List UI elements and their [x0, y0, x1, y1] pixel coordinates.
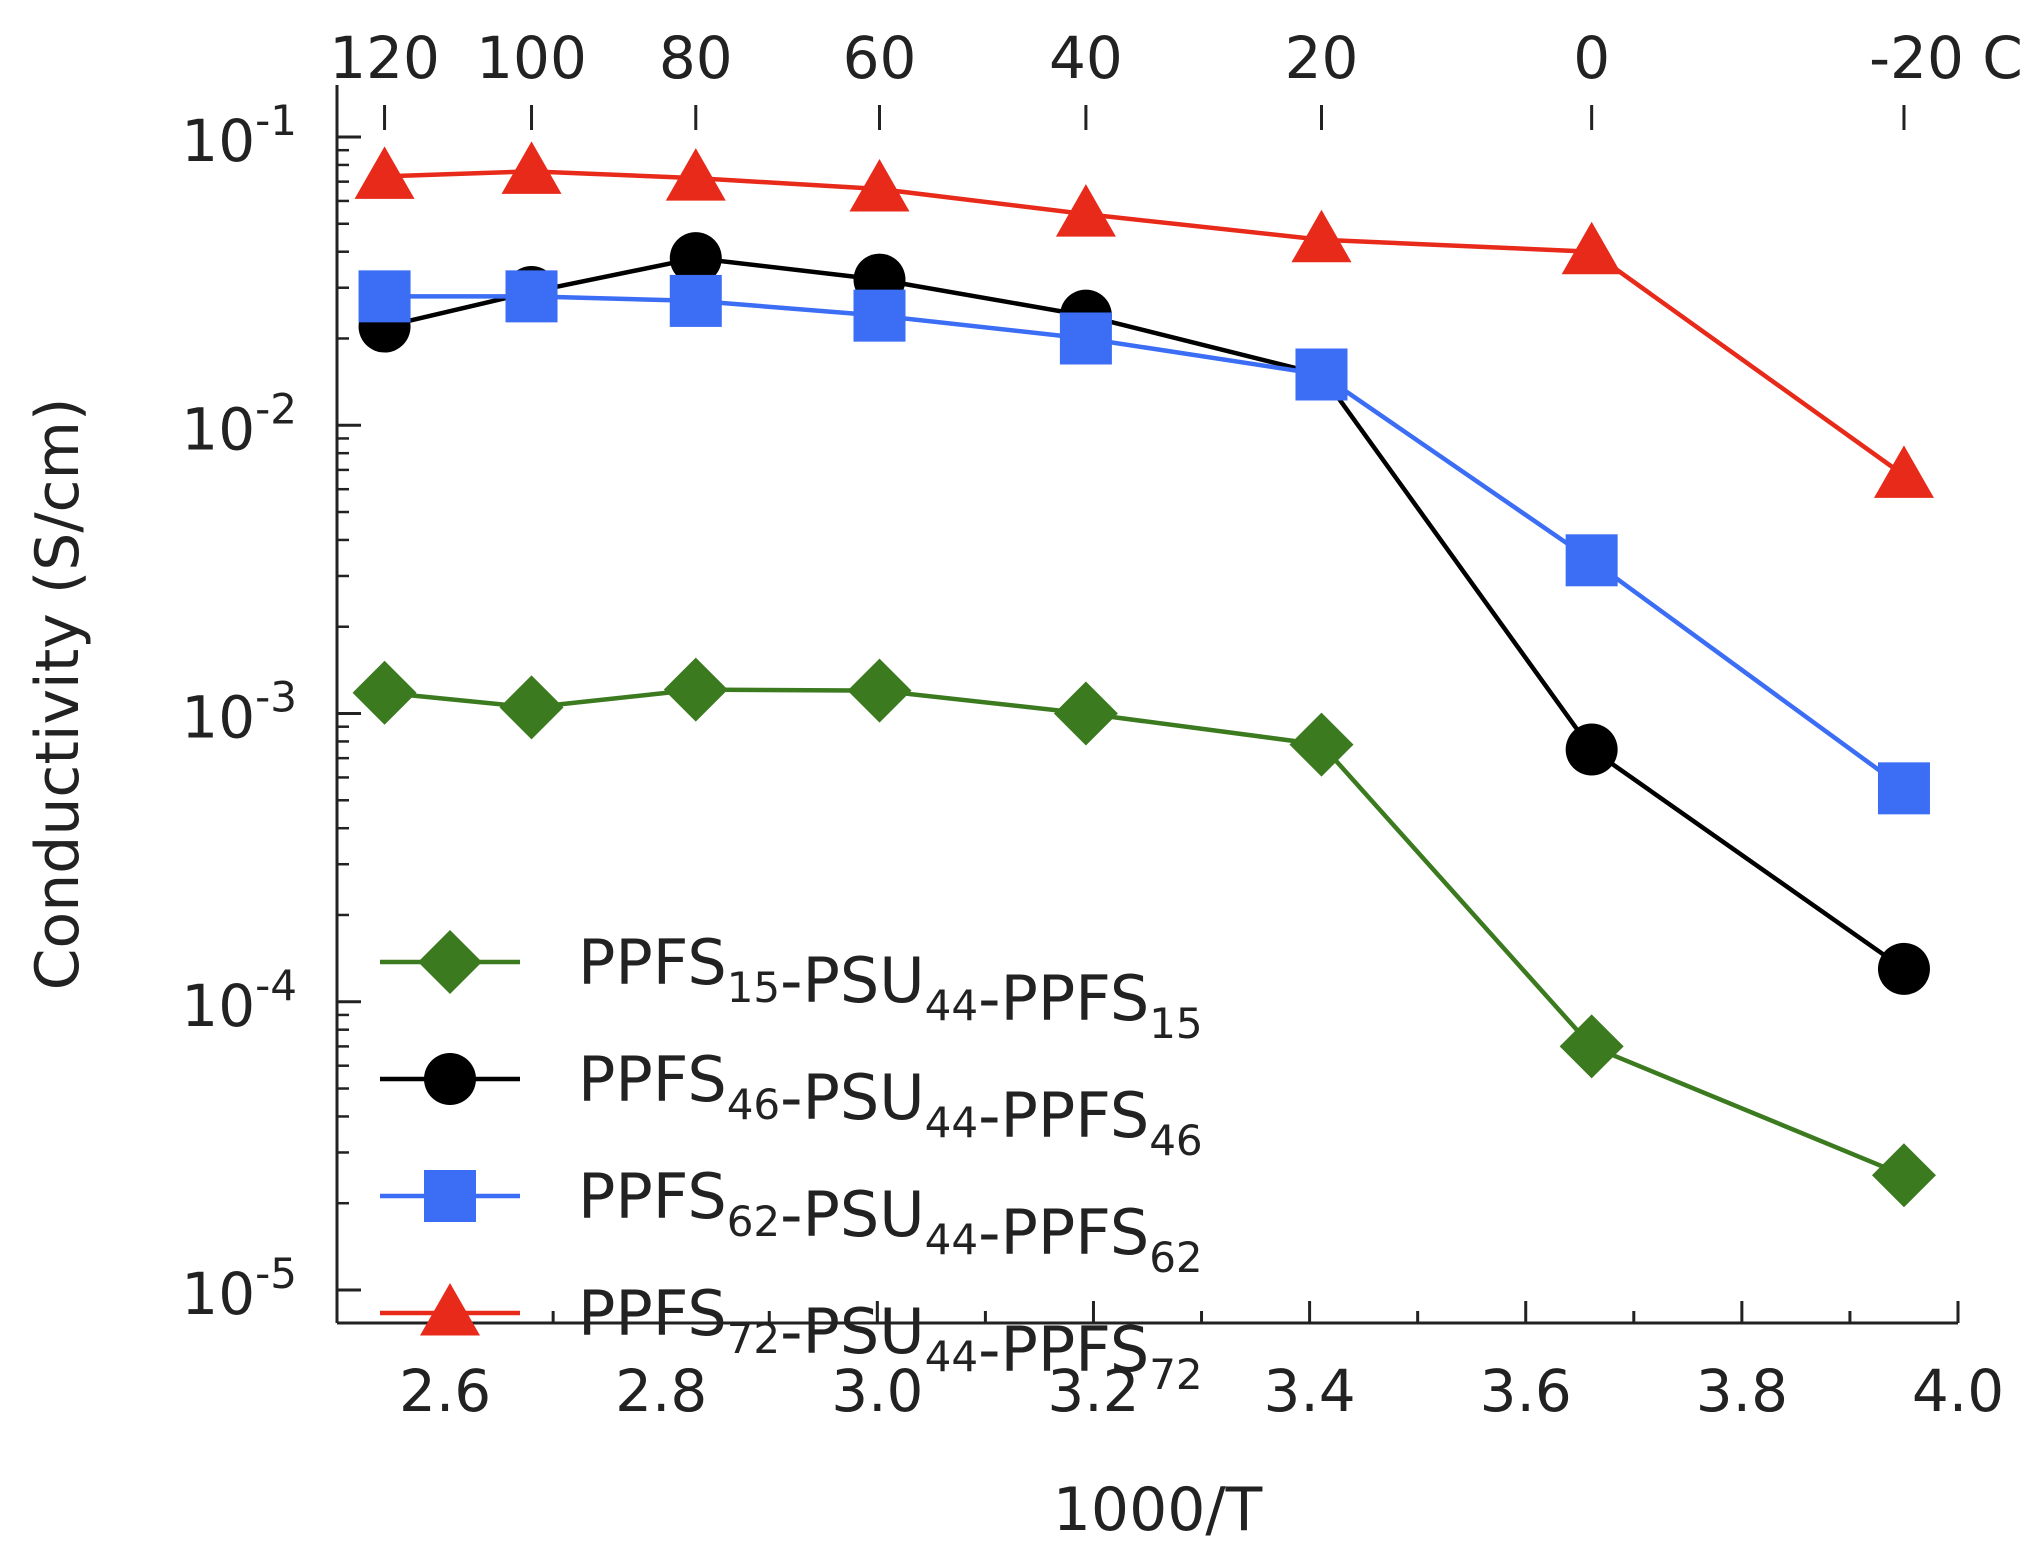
data-point	[663, 657, 728, 722]
series-line	[384, 255, 1906, 971]
legend-item: PPFS15-PSU44-PPFS15	[380, 926, 1203, 1048]
legend-item: PPFS72-PSU44-PPFS72	[380, 1277, 1203, 1399]
legend-item: PPFS46-PSU44-PPFS46	[380, 1043, 1203, 1165]
top-tick-label: 20	[1285, 24, 1359, 92]
x-tick-label: 3.4	[1263, 1357, 1355, 1425]
data-point	[1289, 712, 1354, 777]
top-tick-label: 60	[843, 24, 917, 92]
y-tick-label: 10-3	[181, 673, 297, 752]
x-tick-label: 2.6	[399, 1357, 491, 1425]
data-point	[665, 148, 726, 201]
top-tick-label: 120	[329, 24, 440, 92]
x-tick-label: 3.6	[1480, 1357, 1572, 1425]
data-point	[1055, 184, 1116, 237]
data-point	[1871, 1143, 1936, 1208]
legend-marker	[418, 930, 482, 994]
y-tick-label: 10-5	[181, 1249, 297, 1328]
top-temperature-axis: 120 100 80 60 40 20 0 -20 C	[329, 24, 2023, 130]
data-point	[501, 141, 562, 194]
y-tick-label: 10-2	[181, 384, 297, 463]
y-axis: 10-1 10-2 10-3 10-4 10-5	[181, 96, 361, 1328]
x-tick-label: 2.8	[615, 1357, 707, 1425]
x-tick-label: 3.8	[1696, 1357, 1788, 1425]
legend-marker	[424, 1170, 476, 1222]
data-point	[669, 274, 722, 327]
legend-label: PPFS62-PSU44-PPFS62	[578, 1160, 1203, 1282]
data-point	[1877, 942, 1930, 995]
data-point	[847, 658, 912, 723]
y-tick-label: 10-4	[181, 961, 297, 1040]
legend-label: PPFS46-PSU44-PPFS46	[578, 1043, 1203, 1165]
x-tick-label: 4.0	[1912, 1357, 2004, 1425]
x-tick-label: 3.2	[1047, 1357, 1139, 1425]
data-point	[669, 232, 722, 285]
series-layer	[352, 141, 1936, 1208]
legend-marker	[424, 1053, 476, 1105]
series-triangle	[354, 141, 1934, 498]
data-point	[1565, 534, 1618, 587]
x-axis-title: 1000/T	[1053, 1475, 1263, 1545]
legend: PPFS15-PSU44-PPFS15PPFS46-PSU44-PPFS46PP…	[380, 926, 1203, 1399]
legend-label: PPFS15-PSU44-PPFS15	[578, 926, 1203, 1048]
legend-item: PPFS62-PSU44-PPFS62	[380, 1160, 1203, 1282]
top-tick-label: 0	[1573, 24, 1610, 92]
top-tick-label: 100	[476, 24, 587, 92]
series-line	[384, 294, 1906, 791]
x-tick-label: 3.0	[831, 1357, 923, 1425]
data-point	[354, 146, 415, 199]
data-point	[1877, 762, 1930, 815]
y-axis-title: Conductivity (S/cm)	[23, 398, 93, 991]
x-axis: 2.6 2.8 3.0 3.2 3.4 3.6 3.8 4.0	[335, 1301, 2004, 1425]
data-point	[1291, 209, 1352, 263]
data-point	[358, 270, 411, 323]
data-point	[1559, 1014, 1624, 1079]
data-point	[352, 660, 417, 725]
legend-marker	[420, 1283, 480, 1336]
data-point	[849, 159, 910, 212]
y-tick-label: 10-1	[181, 96, 297, 175]
top-tick-label: 80	[659, 24, 733, 92]
data-point	[853, 289, 906, 342]
top-tick-label: 40	[1049, 24, 1123, 92]
data-point	[1053, 681, 1118, 746]
data-point	[1565, 723, 1618, 776]
data-point	[1059, 312, 1112, 365]
series-diamond	[352, 657, 1936, 1208]
data-point	[1561, 221, 1622, 275]
data-point	[499, 675, 564, 740]
data-point	[505, 270, 558, 323]
data-point	[1295, 348, 1348, 401]
series-square	[358, 270, 1930, 815]
top-tick-label: -20 C	[1869, 24, 2023, 92]
data-point	[1873, 445, 1934, 498]
legend-label: PPFS72-PSU44-PPFS72	[578, 1277, 1203, 1399]
series-line	[384, 169, 1906, 478]
